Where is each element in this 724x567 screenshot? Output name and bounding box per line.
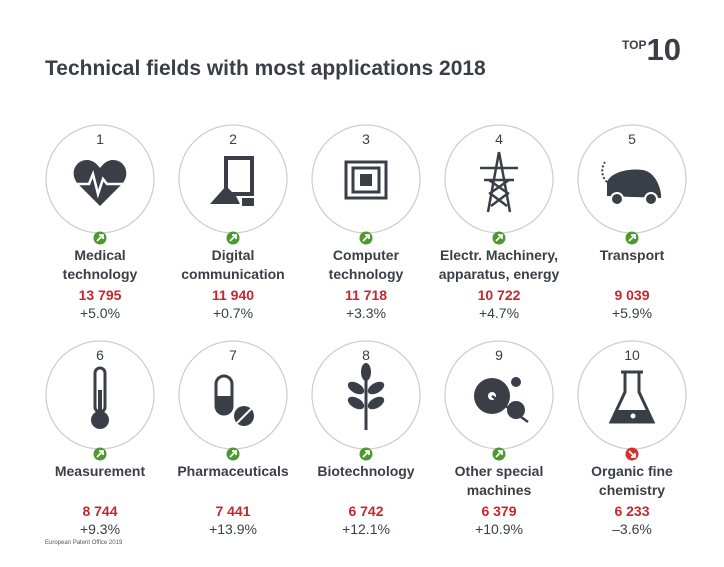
- top-badge: TOP10: [622, 32, 681, 68]
- field-item: 8 Biotechnology 6 742 +12.1%: [299, 338, 433, 539]
- field-item: 1 Medical technology 13 795 +5.0%: [33, 122, 167, 323]
- field-item: 3 Computer technology 11 718 +3.3%: [299, 122, 433, 323]
- rank: 7: [229, 347, 237, 363]
- rank: 3: [362, 131, 370, 147]
- icon-circle: 3: [311, 124, 421, 245]
- application-count: 10 722: [477, 287, 521, 303]
- icon-circle: 7: [178, 340, 288, 461]
- application-count: 6 379: [481, 503, 517, 519]
- icon-circle: 2: [178, 124, 288, 245]
- change-percent: +10.9%: [475, 521, 523, 537]
- change-percent: +3.3%: [345, 305, 387, 321]
- source: European Patent Office 2019: [45, 540, 123, 546]
- rank: 5: [628, 131, 636, 147]
- field-label: Digital communication: [181, 247, 285, 282]
- field-item: 7 Pharmaceuticals 7 441 +13.9%: [166, 338, 300, 539]
- field-item: 10 Organic fine chemistry 6 233 –3.6%: [565, 338, 699, 539]
- trend-arrow: [625, 447, 639, 461]
- icon-circle: 9: [444, 340, 554, 461]
- icon-circle: 6: [45, 340, 155, 461]
- application-count: 8 744: [82, 503, 118, 519]
- field-item: 2 Digital communication 11 940 +0.7%: [166, 122, 300, 323]
- change-percent: +9.3%: [79, 521, 121, 537]
- field-label: Electr. Machinery, apparatus, energy: [438, 247, 560, 282]
- trend-arrow: [492, 447, 506, 461]
- icon-circle: 1: [45, 124, 155, 245]
- application-count: 7 441: [215, 503, 251, 519]
- rank: 10: [624, 347, 640, 363]
- rank: 2: [229, 131, 237, 147]
- application-count: 11 940: [211, 287, 255, 303]
- application-count: 9 039: [614, 287, 650, 303]
- field-label: Organic fine chemistry: [591, 463, 673, 498]
- field-label: Medical technology: [62, 247, 138, 282]
- change-percent: +13.9%: [209, 521, 257, 537]
- field-label: Pharmaceuticals: [177, 463, 289, 479]
- field-label: Transport: [599, 247, 665, 263]
- icon-circle: 4: [444, 124, 554, 245]
- application-count: 6 233: [614, 503, 650, 519]
- field-item: 5 Transport 9 039 +5.9%: [565, 122, 699, 323]
- application-count: 13 795: [78, 287, 122, 303]
- change-percent: +4.7%: [478, 305, 520, 321]
- rank: 6: [96, 347, 104, 363]
- rank: 1: [96, 131, 104, 147]
- icon-circle: 5: [577, 124, 687, 245]
- field-label: Measurement: [54, 463, 146, 479]
- change-percent: +0.7%: [212, 305, 254, 321]
- rank: 4: [495, 131, 503, 147]
- change-percent: +5.0%: [79, 305, 121, 321]
- trend-arrow: [226, 231, 240, 245]
- trend-arrow: [359, 231, 373, 245]
- field-label: Other special machines: [454, 463, 544, 498]
- icon-circle: 10: [577, 340, 687, 461]
- field-label: Computer technology: [328, 247, 404, 282]
- application-count: 11 718: [344, 287, 388, 303]
- field-label: Biotechnology: [317, 463, 415, 479]
- title: Technical fields with most applications …: [45, 57, 486, 80]
- badge-large: 10: [646, 32, 681, 67]
- field-item: 4 Electr. Machinery, apparatus, energy 1…: [432, 122, 566, 323]
- rank: 8: [362, 347, 370, 363]
- field-item: 9 Other special machines 6 379 +10.9%: [432, 338, 566, 539]
- field-item: 6 Measurement 8 744 +9.3%: [33, 338, 167, 539]
- trend-arrow: [93, 447, 107, 461]
- change-percent: +5.9%: [611, 305, 653, 321]
- change-percent: –3.6%: [612, 521, 652, 537]
- trend-arrow: [625, 231, 639, 245]
- change-percent: +12.1%: [342, 521, 390, 537]
- icon-circle: 8: [311, 340, 421, 461]
- rank: 9: [495, 347, 503, 363]
- trend-arrow: [359, 447, 373, 461]
- trend-arrow: [93, 231, 107, 245]
- badge-small: TOP: [622, 38, 647, 52]
- trend-arrow: [226, 447, 240, 461]
- trend-arrow: [492, 231, 506, 245]
- application-count: 6 742: [348, 503, 384, 519]
